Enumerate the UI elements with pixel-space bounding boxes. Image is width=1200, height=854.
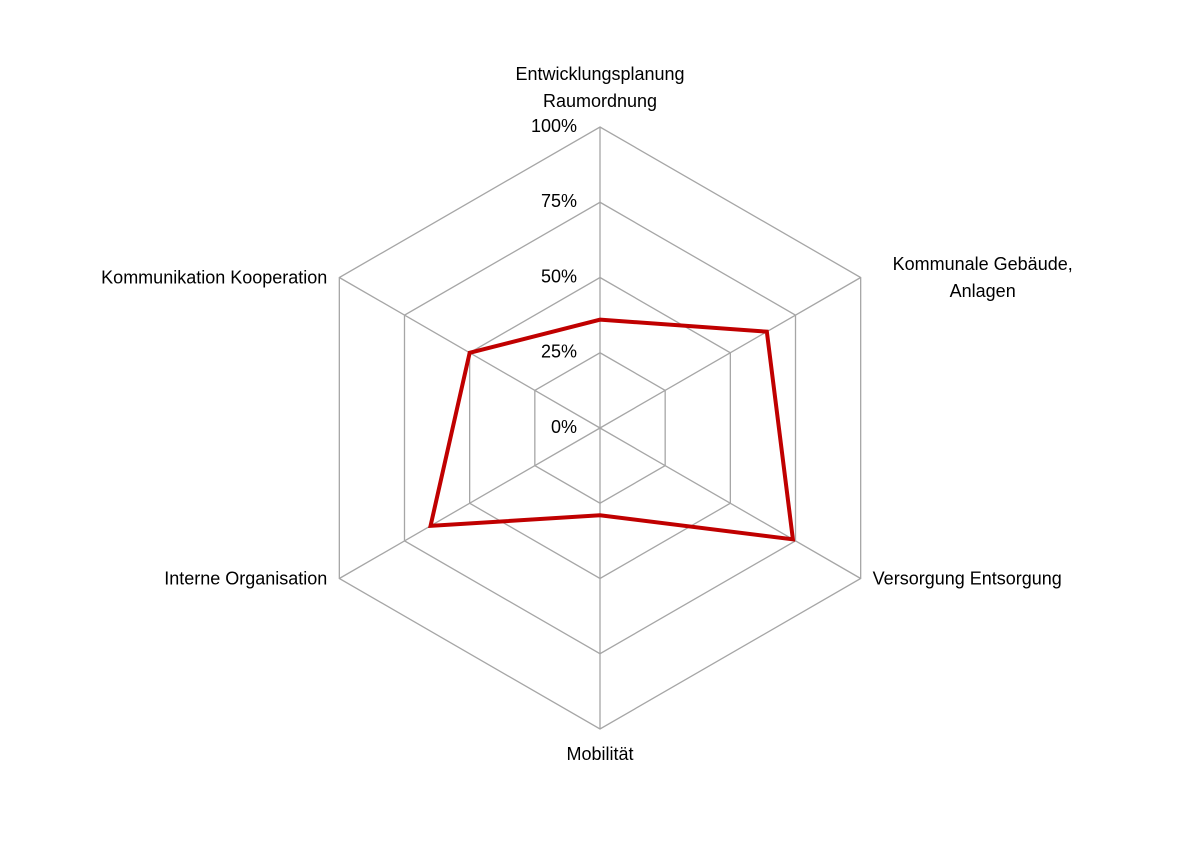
category-label: Entwicklungsplanung Raumordnung <box>515 64 685 111</box>
category-label: Versorgung Entsorgung <box>872 568 1062 588</box>
r-tick-label: 0% <box>551 417 577 437</box>
series-line <box>428 317 796 542</box>
category-label: Kommunale Gebäude, Anlagen <box>892 253 1073 301</box>
category-label: Interne Organisation <box>164 568 328 588</box>
grid-ring <box>534 351 666 505</box>
grid-ring <box>338 126 862 730</box>
category-label: Kommunikation Kooperation <box>101 267 328 287</box>
grid-ring <box>403 201 797 655</box>
category-label: Mobilität <box>566 744 634 764</box>
r-tick-label: 50% <box>541 266 577 286</box>
r-tick-label: 25% <box>541 342 577 362</box>
r-tick-label: 75% <box>541 191 577 211</box>
r-tick-label: 100% <box>531 116 577 136</box>
